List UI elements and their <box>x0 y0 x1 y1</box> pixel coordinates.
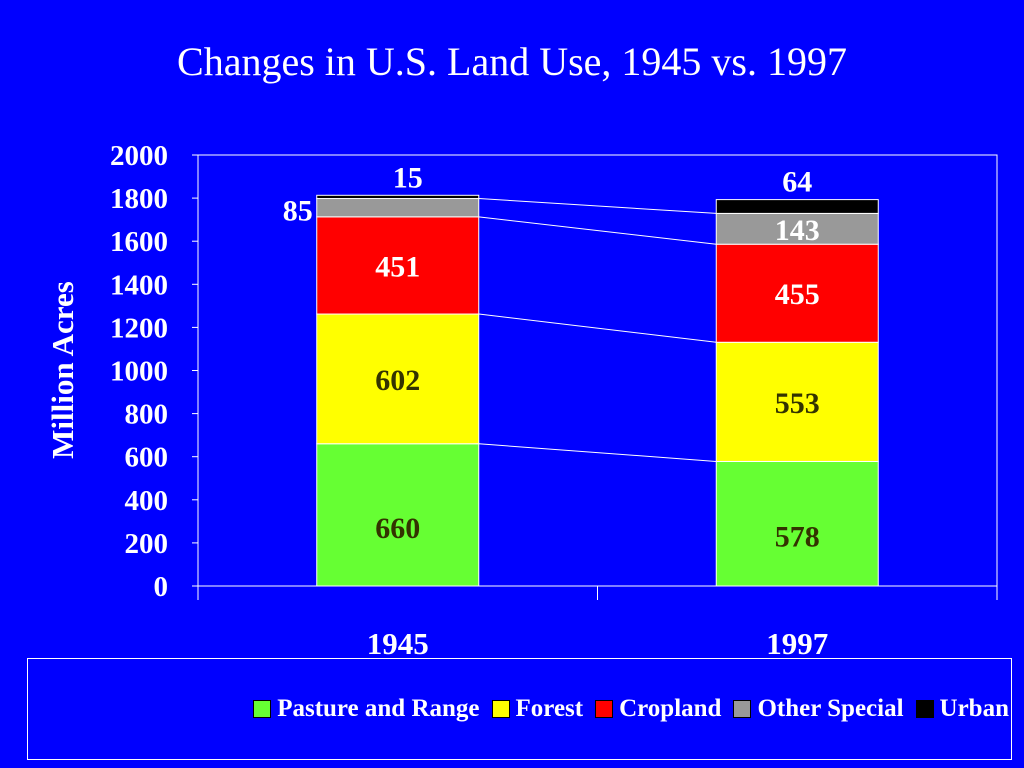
bar-segment-other-special <box>316 198 480 218</box>
stacked-bar-chart: 0 200 400 600 800 1000 1200 1400 1600 1800 2000 Mil… <box>45 140 998 660</box>
chart-title: Changes in U.S. Land Use, 1945 vs. 1997 <box>177 39 847 84</box>
bar-segment-urban <box>715 199 879 214</box>
legend-swatch <box>491 700 510 718</box>
data-label: 578 <box>775 521 820 554</box>
legend-swatch <box>595 700 614 718</box>
legend-item: Pasture and Range <box>253 695 480 723</box>
y-tick-label: 600 <box>125 442 169 474</box>
series-connector-line <box>478 198 717 214</box>
bar-segment-cropland <box>715 243 879 343</box>
y-tick-label: 1000 <box>110 356 168 388</box>
data-label: 602 <box>375 364 420 397</box>
y-tick-label: 200 <box>125 528 169 560</box>
data-label: 64 <box>782 166 812 199</box>
y-tick-label: 1200 <box>110 312 168 344</box>
y-tick-label: 1400 <box>110 269 168 301</box>
legend-label: Cropland <box>619 695 722 722</box>
data-label: 451 <box>375 250 420 283</box>
bar-segment-cropland <box>316 216 480 315</box>
bar-segment-pasture-and-range <box>715 460 879 587</box>
legend-item: Other Special <box>733 695 904 723</box>
data-label: 15 <box>393 161 423 194</box>
y-tick-label: 800 <box>125 399 169 431</box>
y-tick-label: 1800 <box>110 183 168 215</box>
x-tick-label: 1997 <box>766 626 828 660</box>
bar-segment-pasture-and-range <box>316 443 480 587</box>
legend-item: Forest <box>491 695 584 723</box>
y-tick-label: 1600 <box>110 226 168 258</box>
chart-legend: Pasture and Range Forest Cropland Other Spe… <box>27 658 1012 760</box>
y-tick-label: 400 <box>125 485 169 517</box>
data-label: 455 <box>775 278 820 311</box>
y-tick-label: 2000 <box>110 140 168 172</box>
y-tick-label: 0 <box>154 571 169 603</box>
legend-label: Other Special <box>757 695 904 722</box>
series-connector-line <box>478 443 717 462</box>
legend-label: Pasture and Range <box>277 695 480 722</box>
bar-segment-forest <box>715 341 879 462</box>
legend-swatch <box>733 700 752 718</box>
y-axis-label: Million Acres <box>45 281 80 459</box>
legend-label: Forest <box>515 695 584 722</box>
legend-swatch <box>915 700 934 718</box>
legend-swatch <box>253 700 272 718</box>
data-label: 660 <box>375 512 420 545</box>
bar-segment-other-special <box>715 212 879 245</box>
series-connector-line <box>478 313 717 343</box>
series-connector-line <box>478 216 717 245</box>
legend-item: Cropland <box>595 695 721 723</box>
bar-segment-urban <box>316 194 480 200</box>
data-label: 143 <box>775 214 820 247</box>
data-label: 85 <box>283 195 313 228</box>
bar-segment-forest <box>316 313 480 445</box>
legend-label: Urban <box>939 695 1009 722</box>
data-label: 553 <box>775 387 820 420</box>
x-tick-label: 1945 <box>367 626 429 660</box>
legend-item: Urban <box>915 695 1009 723</box>
